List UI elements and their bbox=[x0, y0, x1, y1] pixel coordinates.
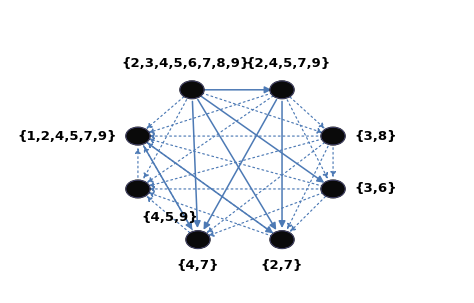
Circle shape bbox=[321, 127, 345, 145]
Text: {4,5,9}: {4,5,9} bbox=[141, 211, 198, 224]
Circle shape bbox=[180, 81, 204, 98]
Text: {4,7}: {4,7} bbox=[177, 259, 219, 272]
Text: {2,7}: {2,7} bbox=[261, 259, 303, 272]
Text: {2,3,4,5,6,7,8,9}: {2,3,4,5,6,7,8,9} bbox=[122, 57, 250, 70]
Text: {1,2,4,5,7,9}: {1,2,4,5,7,9} bbox=[18, 130, 117, 143]
Circle shape bbox=[186, 231, 210, 248]
Circle shape bbox=[126, 127, 150, 145]
Circle shape bbox=[270, 231, 294, 248]
Circle shape bbox=[321, 180, 345, 198]
Circle shape bbox=[126, 180, 150, 198]
Circle shape bbox=[270, 81, 294, 98]
Text: {3,8}: {3,8} bbox=[354, 130, 397, 143]
Text: {3,6}: {3,6} bbox=[354, 182, 397, 195]
Text: {2,4,5,7,9}: {2,4,5,7,9} bbox=[246, 57, 331, 70]
